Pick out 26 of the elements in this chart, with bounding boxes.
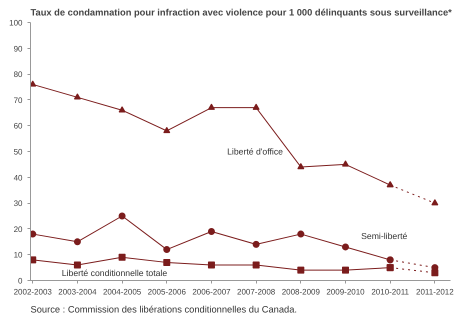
x-tick-label: 2006-2007 [192,288,232,296]
x-tick-label: 2003-2004 [58,288,98,296]
x-tick-label: 2007-2008 [237,288,276,296]
y-tick-label: 20 [14,224,24,234]
x-tick-label: 2004-2005 [102,288,142,296]
y-tick-label: 0 [18,276,24,286]
y-tick-label: 50 [14,148,24,156]
y-tick-label: 80 [14,70,24,80]
series-label: Semi-liberté [361,230,408,241]
series-label: Liberté conditionnelle totale [62,268,168,278]
source-note: Source : Commission des libérations conditionnelles du Canada. [30,304,298,314]
x-tick-label: 2005-2006 [148,288,186,296]
y-tick-label: 10 [14,250,24,260]
y-tick-label: 100 [9,18,24,28]
y-tick-label: 60 [14,122,24,131]
series-label: Liberté d'office [227,146,284,156]
y-tick-label: 70 [14,96,24,105]
x-tick-label: 2009-2010 [326,288,366,296]
chart-title: Taux de condamnation pour infraction avec violence pour 1 000 délinquants sous surveillance* [30,8,452,18]
y-tick-label: 90 [14,44,24,54]
x-tick-label: 2002-2003 [14,288,52,296]
x-tick-label: 2008-2009 [282,288,320,296]
x-tick-label: 2010-2011 [371,288,410,296]
y-tick-label: 40 [14,173,24,182]
y-tick-label: 30 [14,199,24,208]
x-tick-label: 2011-2012 [416,288,454,296]
